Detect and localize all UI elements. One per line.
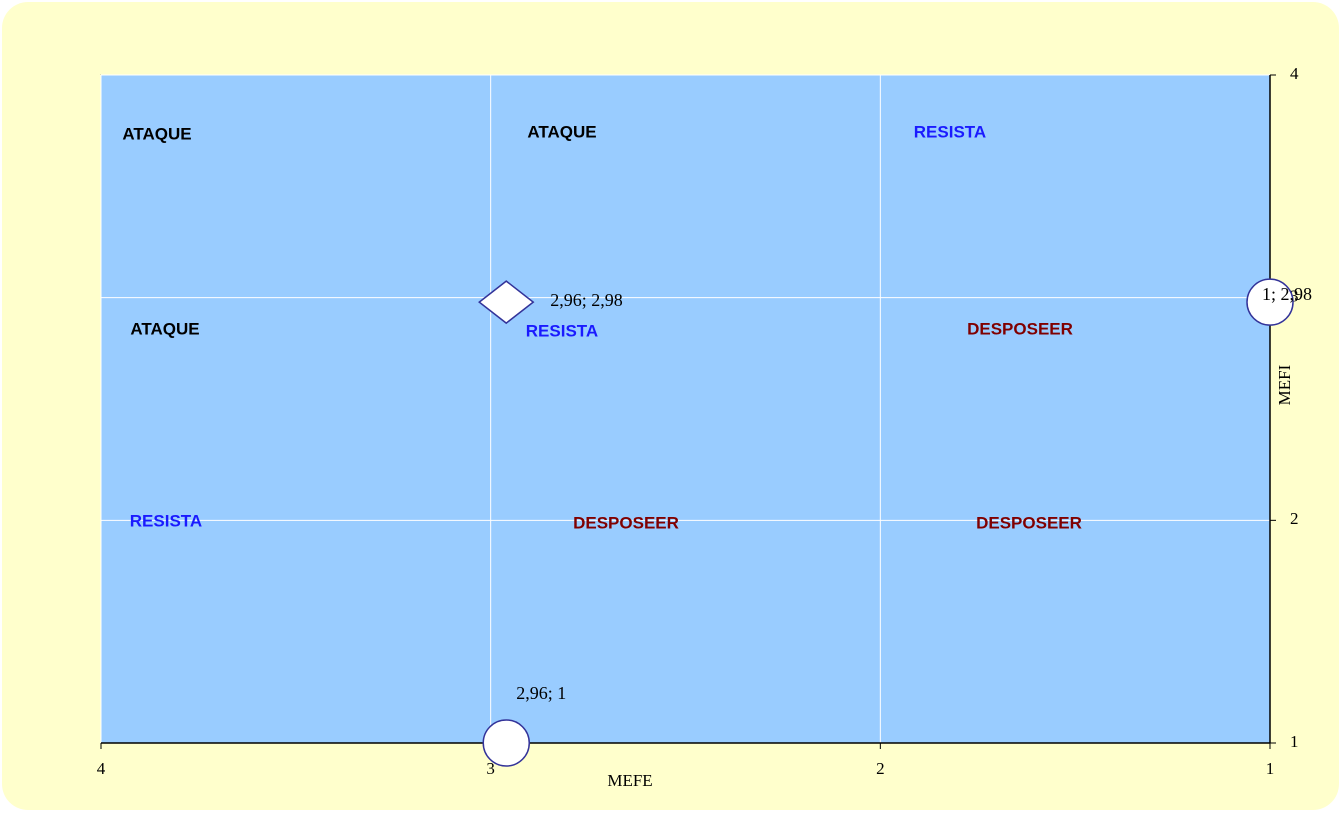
annotation: RESISTA [914, 122, 986, 141]
plot-area [100, 74, 1271, 744]
point [478, 280, 535, 325]
y-tick-label: 1 [1290, 732, 1299, 751]
x-axis-label: MEFE [607, 771, 652, 790]
annotation: RESISTA [130, 511, 202, 530]
data-label: 2,96; 1 [516, 683, 566, 703]
y-axis-label: MEFI [1275, 364, 1294, 405]
y-tick-label: 2 [1290, 509, 1299, 528]
data-label: 1; 2,98 [1262, 284, 1312, 304]
x-tick-label: 4 [97, 759, 106, 778]
annotation: DESPOSEER [976, 513, 1082, 532]
y-tick-label: 3 [1290, 287, 1299, 306]
point [1246, 278, 1294, 326]
x-tick-label: 1 [1266, 759, 1275, 778]
annotation: ATAQUE [527, 122, 596, 141]
data-label: 2,96; 2,98 [550, 290, 623, 310]
annotation: RESISTA [526, 321, 598, 340]
annotation: ATAQUE [122, 124, 191, 143]
x-tick-label: 3 [486, 759, 495, 778]
annotation: DESPOSEER [573, 513, 679, 532]
annotation: DESPOSEER [967, 319, 1073, 338]
y-tick-label: 4 [1290, 64, 1299, 83]
x-tick-label: 2 [876, 759, 885, 778]
point [482, 719, 531, 767]
annotation: ATAQUE [130, 319, 199, 338]
